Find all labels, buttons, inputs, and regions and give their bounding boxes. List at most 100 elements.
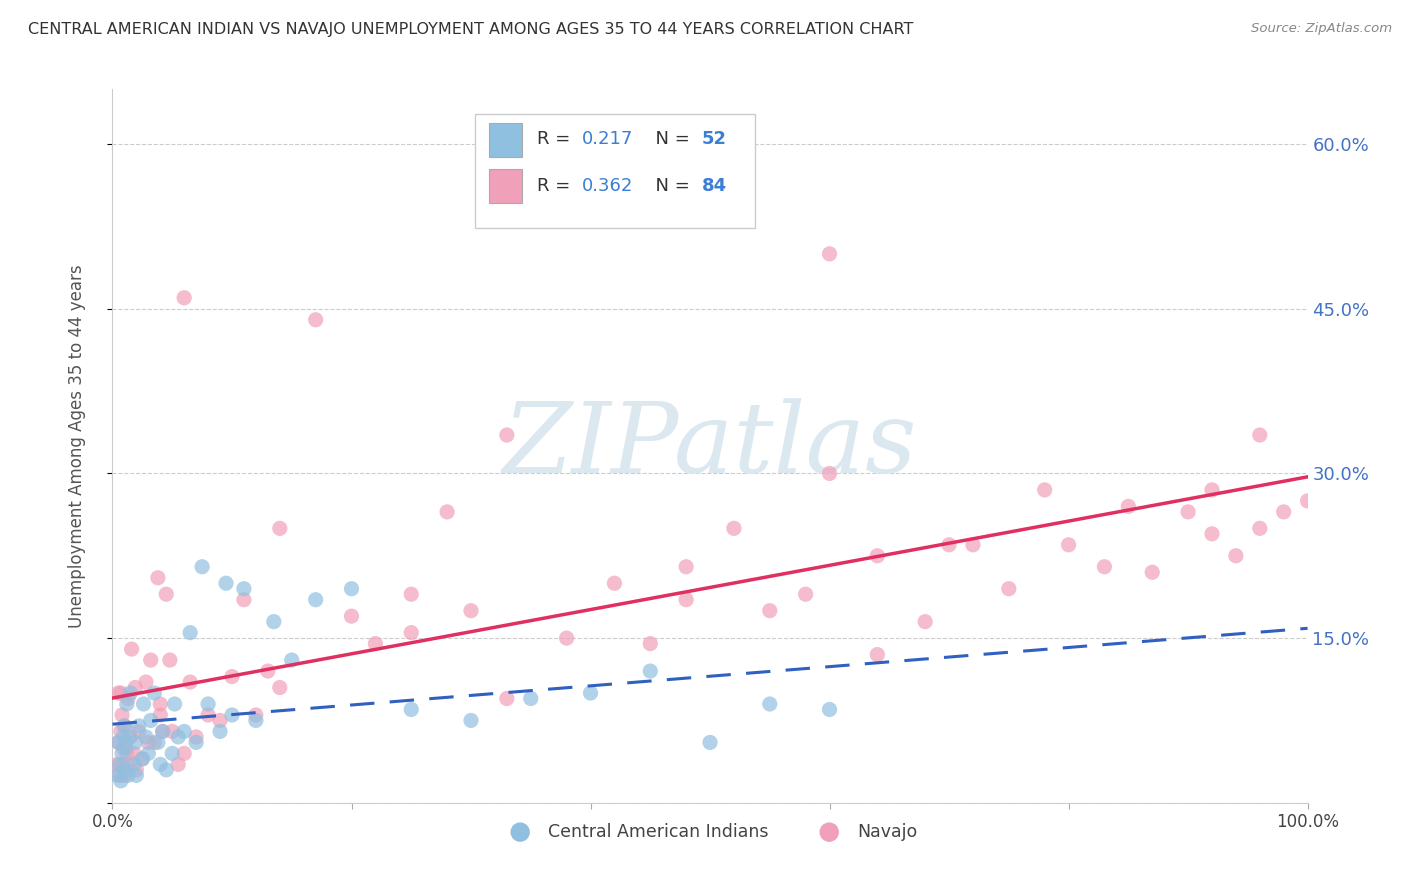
Point	[110, 686, 132, 700]
Point	[1094, 559, 1116, 574]
Point	[603, 576, 626, 591]
Y-axis label: Unemployment Among Ages 35 to 44 years: Unemployment Among Ages 35 to 44 years	[67, 264, 86, 628]
Point	[818, 467, 841, 481]
Point	[401, 625, 423, 640]
Point	[245, 714, 267, 728]
Point	[263, 615, 285, 629]
Text: 0.217: 0.217	[582, 130, 634, 148]
Point	[149, 757, 172, 772]
Point	[866, 549, 889, 563]
Point	[155, 587, 177, 601]
Point	[245, 708, 267, 723]
Point	[111, 747, 134, 761]
Point	[1118, 500, 1140, 514]
Point	[209, 724, 232, 739]
Point	[962, 538, 984, 552]
Point	[143, 735, 166, 749]
Point	[114, 719, 135, 733]
Point	[110, 724, 132, 739]
Point	[107, 735, 129, 749]
Point	[105, 768, 128, 782]
Point	[209, 714, 232, 728]
Point	[114, 719, 135, 733]
Point	[675, 559, 697, 574]
Point	[340, 582, 363, 596]
Point	[496, 691, 519, 706]
Point	[640, 664, 662, 678]
Point	[112, 730, 135, 744]
Point	[173, 724, 195, 739]
Point	[120, 730, 142, 744]
Text: Source: ZipAtlas.com: Source: ZipAtlas.com	[1251, 22, 1392, 36]
Point	[146, 571, 169, 585]
Point	[139, 653, 162, 667]
Point	[305, 312, 328, 326]
Point	[114, 740, 136, 755]
Point	[128, 719, 150, 733]
Point	[794, 587, 817, 601]
Point	[1249, 521, 1271, 535]
Point	[167, 757, 190, 772]
Point	[186, 730, 208, 744]
Text: N =: N =	[644, 177, 696, 194]
Point	[179, 675, 201, 690]
Point	[111, 757, 134, 772]
Point	[114, 735, 136, 749]
Point	[159, 653, 181, 667]
Point	[155, 763, 177, 777]
Point	[1033, 483, 1056, 497]
Point	[1201, 526, 1223, 541]
Point	[131, 752, 153, 766]
Point	[233, 592, 256, 607]
Point	[139, 714, 162, 728]
Point	[269, 521, 291, 535]
Point	[818, 247, 841, 261]
Point	[520, 691, 543, 706]
Point	[115, 697, 138, 711]
Point	[135, 730, 157, 744]
Point	[132, 697, 155, 711]
Point	[1177, 505, 1199, 519]
Point	[401, 587, 423, 601]
Point	[114, 763, 135, 777]
Point	[340, 609, 363, 624]
Point	[149, 697, 172, 711]
FancyBboxPatch shape	[475, 114, 755, 228]
Point	[114, 768, 135, 782]
Point	[117, 691, 139, 706]
Point	[122, 757, 145, 772]
Text: 52: 52	[702, 130, 727, 148]
Point	[152, 724, 174, 739]
Point	[115, 747, 138, 761]
Point	[1057, 538, 1080, 552]
Point	[121, 642, 143, 657]
Point	[640, 637, 662, 651]
Point	[759, 604, 782, 618]
Point	[914, 615, 936, 629]
Point	[675, 592, 697, 607]
Point	[146, 735, 169, 749]
Point	[120, 686, 142, 700]
Point	[197, 708, 219, 723]
Point	[436, 505, 458, 519]
Point	[108, 757, 131, 772]
Point	[555, 631, 578, 645]
Point	[1142, 566, 1164, 580]
Point	[173, 291, 195, 305]
Point	[1296, 494, 1319, 508]
Point	[107, 735, 129, 749]
Point	[460, 714, 482, 728]
Point	[111, 708, 134, 723]
Point	[179, 625, 201, 640]
Point	[1272, 505, 1295, 519]
Text: 84: 84	[702, 177, 727, 194]
Point	[221, 708, 243, 723]
Text: R =: R =	[537, 130, 575, 148]
Point	[818, 702, 841, 716]
Point	[699, 735, 721, 749]
Point	[186, 735, 208, 749]
Point	[107, 686, 129, 700]
Point	[1225, 549, 1247, 563]
Point	[110, 773, 132, 788]
Point	[152, 724, 174, 739]
